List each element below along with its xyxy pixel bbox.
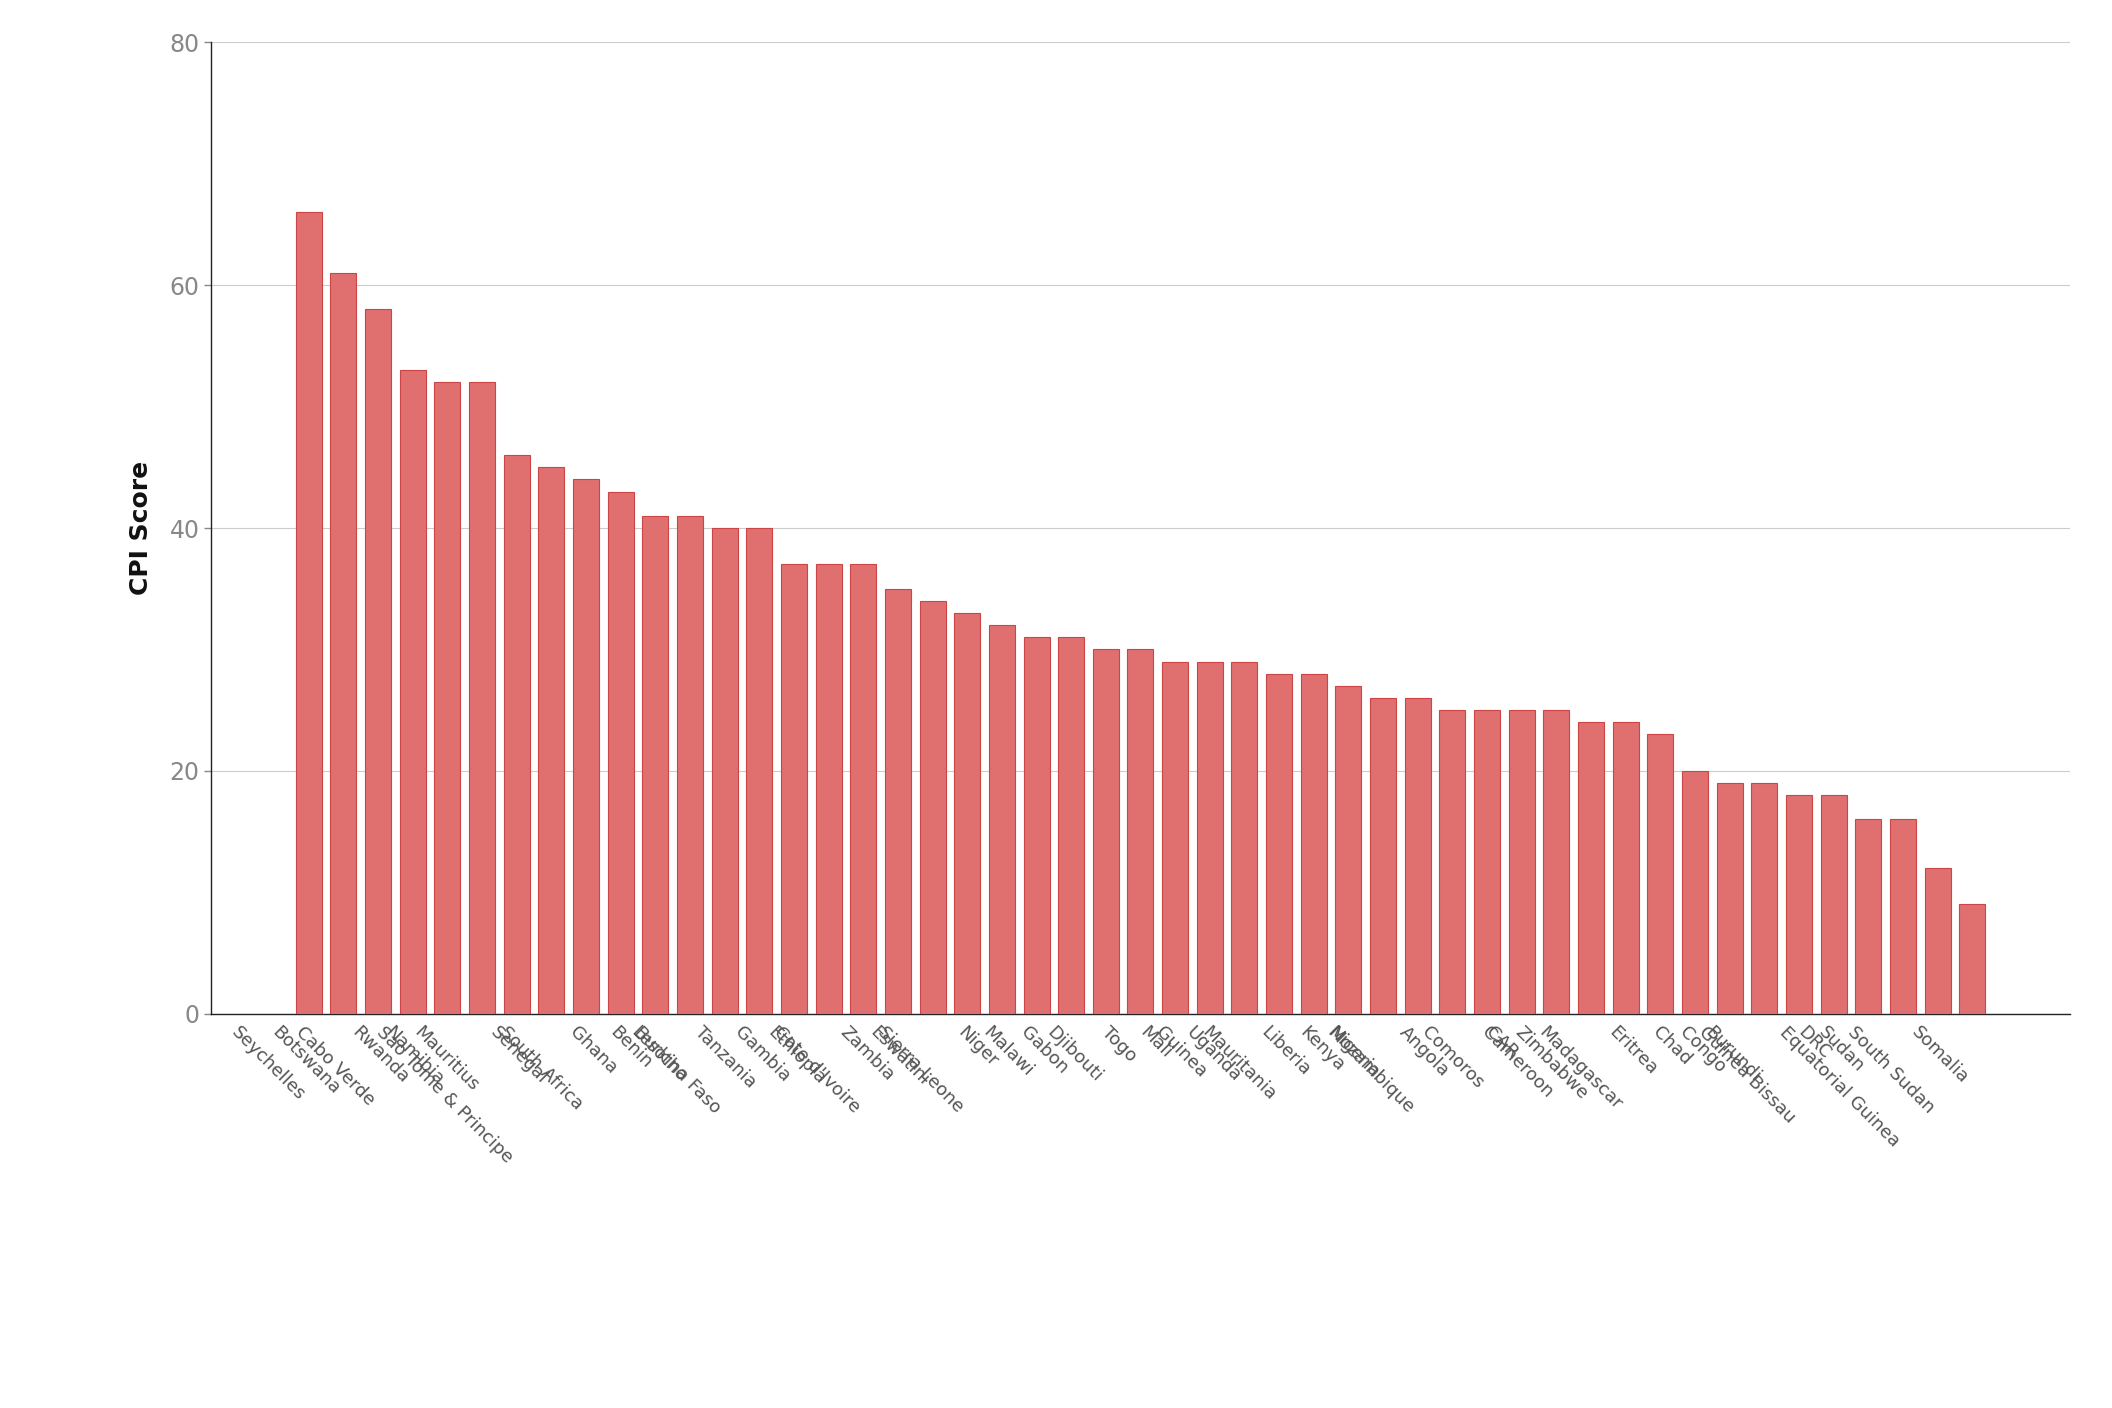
Bar xyxy=(1404,698,1430,1014)
Bar xyxy=(1681,772,1709,1014)
Bar xyxy=(885,589,910,1014)
Bar xyxy=(1058,638,1083,1014)
Bar xyxy=(1265,674,1293,1014)
Bar xyxy=(1960,904,1985,1014)
Bar xyxy=(781,565,807,1014)
Bar xyxy=(712,528,737,1014)
Bar xyxy=(678,515,703,1014)
Bar xyxy=(988,625,1016,1014)
Bar xyxy=(435,382,460,1014)
Bar xyxy=(469,382,494,1014)
Bar xyxy=(1301,674,1326,1014)
Bar xyxy=(1717,783,1742,1014)
Bar xyxy=(539,467,564,1014)
Bar xyxy=(1508,710,1535,1014)
Bar xyxy=(1474,710,1500,1014)
Bar xyxy=(955,612,980,1014)
Bar xyxy=(1924,867,1951,1014)
Y-axis label: CPI Score: CPI Score xyxy=(129,460,152,596)
Bar xyxy=(329,273,357,1014)
Bar xyxy=(296,213,321,1014)
Bar xyxy=(642,515,667,1014)
Bar xyxy=(851,565,876,1014)
Bar xyxy=(503,455,530,1014)
Bar xyxy=(746,528,773,1014)
Bar xyxy=(1335,686,1362,1014)
Bar xyxy=(1440,710,1466,1014)
Bar xyxy=(1751,783,1778,1014)
Bar xyxy=(608,491,634,1014)
Bar xyxy=(815,565,841,1014)
Bar xyxy=(919,601,946,1014)
Bar xyxy=(399,370,427,1014)
Bar xyxy=(365,310,391,1014)
Bar xyxy=(1821,796,1846,1014)
Bar xyxy=(1024,638,1050,1014)
Bar xyxy=(1614,722,1639,1014)
Bar xyxy=(1578,722,1603,1014)
Bar xyxy=(572,479,600,1014)
Bar xyxy=(1787,796,1812,1014)
Bar xyxy=(1371,698,1396,1014)
Bar xyxy=(1198,662,1223,1014)
Bar xyxy=(1128,649,1153,1014)
Bar xyxy=(1162,662,1189,1014)
Bar xyxy=(1854,819,1882,1014)
Bar xyxy=(1092,649,1119,1014)
Bar xyxy=(1544,710,1569,1014)
Bar xyxy=(1647,735,1673,1014)
Bar xyxy=(1231,662,1257,1014)
Bar xyxy=(1890,819,1916,1014)
